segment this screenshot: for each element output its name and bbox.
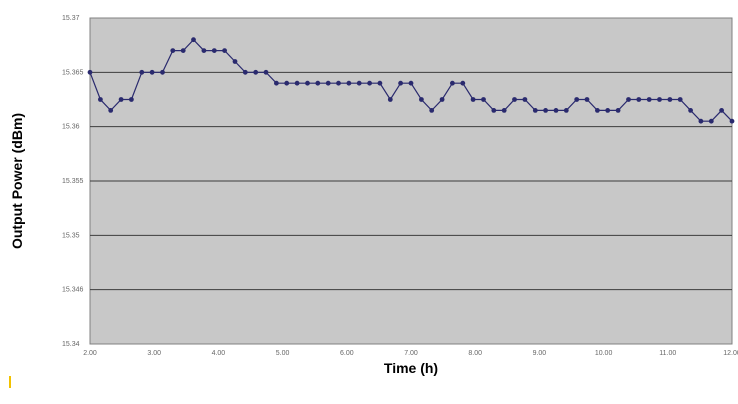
x-tick-label: 7.00 [404,350,418,357]
data-point [387,97,393,102]
data-point [677,97,683,102]
data-point [719,108,724,113]
data-point [439,97,445,102]
data-point [274,80,279,86]
x-tick-label: 10.00 [595,350,613,357]
data-point [377,80,383,86]
data-point [636,97,642,102]
data-point [305,80,310,86]
data-point [118,97,124,102]
data-point [294,80,300,86]
data-point [149,69,155,75]
data-point [180,48,186,53]
data-point [698,118,704,124]
data-point [398,80,403,86]
data-point [615,108,621,113]
x-tick-label: 6.00 [340,350,354,357]
data-point [284,80,290,86]
data-point [491,108,497,113]
data-point [657,97,662,102]
y-tick-label: 15.37 [62,15,80,22]
data-point [201,48,207,53]
series-markers [87,37,735,124]
data-point [543,108,548,113]
data-point [222,48,228,53]
decorative-mark [9,376,11,388]
data-point [356,80,362,86]
data-point [667,97,673,102]
gridlines [90,71,732,291]
data-point [346,80,352,86]
x-tick-label: 4.00 [212,350,226,357]
y-tick-label: 15.35 [62,232,80,239]
x-tick-label: 8.00 [468,350,482,357]
y-tick-label: 15.355 [62,178,84,185]
data-point [626,97,631,102]
data-point [325,80,331,86]
y-tick-label: 15.36 [62,124,80,131]
data-point [253,69,259,75]
data-point [605,108,611,113]
data-point [522,97,528,102]
x-tick-label: 9.00 [533,350,547,357]
x-tick-label: 12.00 [723,350,738,357]
data-point [574,97,580,102]
x-axis-tick-labels: 2.00 3.00 4.00 5.00 6.00 7.00 8.00 9.00 10.00 11.… [83,350,738,357]
data-point [688,108,693,113]
data-point [160,69,165,75]
data-point [419,97,424,102]
x-tick-label: 5.00 [276,350,290,357]
data-point [242,69,248,75]
data-point [87,69,93,75]
data-point [729,118,735,124]
x-tick-label: 2.00 [83,350,97,357]
data-point [336,80,341,86]
data-point [470,97,476,102]
data-point [170,48,176,53]
data-point [129,97,134,102]
x-axis-title: Time (h) [384,360,438,376]
y-tick-label: 15.365 [62,69,84,76]
data-point [584,97,590,102]
data-point [429,108,435,113]
y-tick-label: 15.34 [62,341,80,348]
data-point [315,80,321,86]
data-point [512,97,517,102]
data-point [98,97,103,102]
data-point [646,97,652,102]
y-axis-title: Output Power (dBm) [9,113,25,249]
data-point [481,97,486,102]
x-tick-label: 11.00 [659,350,676,357]
data-point [460,80,466,86]
data-point [532,108,538,113]
x-tick-label: 3.00 [147,350,161,357]
y-axis-tick-labels: 15.34 15.346 15.35 15.355 15.36 15.365 15.37 [62,15,84,348]
data-point [367,80,372,86]
data-point [595,108,600,113]
y-tick-label: 15.346 [62,287,84,294]
data-point [232,59,238,64]
data-point [211,48,217,53]
data-point [263,69,269,75]
data-point [501,108,507,113]
data-point [450,80,455,86]
data-point [191,37,196,43]
data-point [108,108,114,113]
data-point [408,80,414,86]
data-point [139,69,145,75]
data-point [708,118,714,124]
data-point [563,108,569,113]
data-point [553,108,559,113]
